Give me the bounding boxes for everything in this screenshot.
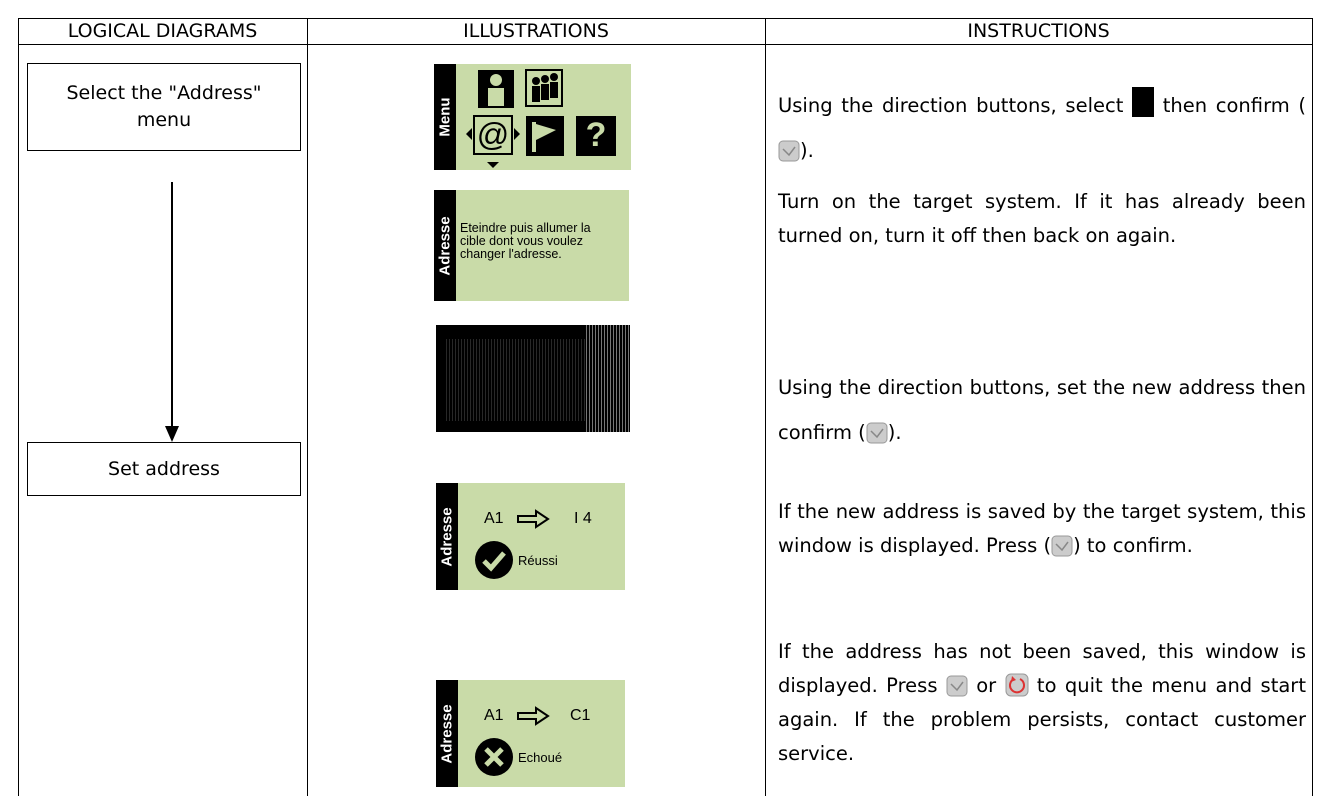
step-label: Select the "Address" menu: [66, 82, 262, 131]
instruction-text: or: [967, 674, 1005, 697]
instruction-text: ).: [887, 421, 902, 444]
confirm-button-icon: [866, 422, 888, 444]
table-border: [307, 18, 308, 796]
address-to: C1: [570, 707, 591, 724]
status-text: Echoué: [518, 750, 563, 765]
back-button-icon: [1005, 673, 1029, 697]
confirm-button-icon: [778, 140, 800, 162]
table-border: [765, 18, 766, 796]
menu-icon-label: @: [477, 116, 509, 152]
instruction: Using the direction buttons, set the new…: [778, 365, 1306, 455]
diagram-step: Set address: [27, 442, 301, 496]
confirm-button-icon: [946, 675, 968, 697]
screen-line: Eteindre puis allumer la: [460, 221, 591, 235]
screen-sidebar: Menu: [434, 64, 456, 170]
instruction-text: then confirm (: [1162, 94, 1307, 117]
table-border: [1312, 18, 1313, 796]
instruction-text: Turn on the target system. If it has alr…: [778, 190, 1306, 247]
screen-line: cible dont vous voulez: [460, 234, 583, 248]
sidebar-label: Adresse: [438, 703, 456, 764]
noise: [586, 325, 630, 432]
flow-arrow: [165, 182, 179, 442]
instruction: If the new address is saved by the targe…: [778, 495, 1306, 563]
table-border: [18, 44, 1313, 45]
power-screen: Adresse Eteindre puis allumer la cible d…: [434, 190, 629, 301]
screen-text: Eteindre puis allumer la cible dont vous…: [460, 222, 591, 261]
screen-line: changer l'adresse.: [460, 247, 562, 261]
column-header: INSTRUCTIONS: [967, 20, 1110, 42]
arrow-icon: [517, 706, 550, 726]
screen-sidebar: Adresse: [436, 483, 458, 590]
instruction-text: Using the direction buttons, set the new…: [778, 376, 1306, 444]
instruction-text: ) to confirm.: [1073, 534, 1193, 557]
instruction-text: ).: [800, 139, 814, 162]
failure-screen: Adresse A1 C1 Echoué: [436, 680, 625, 787]
menu-icon-label: ?: [586, 116, 607, 154]
scrambled-screen: [436, 325, 630, 432]
diagram-step: Select the "Address" menu: [27, 63, 301, 151]
arrow-icon: [517, 509, 550, 529]
column-header: LOGICAL DIAGRAMS: [67, 20, 258, 42]
noise: [446, 339, 586, 421]
failure-icon: [475, 738, 513, 776]
instruction-text: to quit the menu and start again. If the…: [778, 674, 1306, 765]
instruction: Using the direction buttons, select then…: [778, 83, 1306, 173]
screen-sidebar: Adresse: [436, 680, 458, 787]
sidebar-label: Adresse: [436, 215, 454, 276]
table-border: [18, 18, 19, 796]
instruction: If the address has not been saved, this …: [778, 635, 1306, 771]
menu-screen: Menu @ ?: [434, 64, 631, 170]
step-label: Set address: [108, 457, 220, 480]
table-border: [18, 18, 1313, 19]
success-screen: Adresse A1 I 4 Réussi: [436, 483, 625, 590]
address-from: A1: [484, 510, 504, 527]
column-header: ILLUSTRATIONS: [463, 20, 609, 42]
address-to: I 4: [574, 510, 592, 527]
instruction: Turn on the target system. If it has alr…: [778, 185, 1306, 253]
menu-icons: @ ?: [466, 69, 616, 168]
instruction-text: If the new address is saved by the targe…: [778, 500, 1306, 557]
menu-selection-icon: [1132, 87, 1155, 117]
instruction-text: If the address has not been saved, this …: [778, 640, 1306, 697]
confirm-button-icon: [1051, 535, 1073, 557]
status-text: Réussi: [518, 553, 558, 568]
sidebar-label: Menu: [436, 97, 454, 137]
sidebar-label: Adresse: [438, 506, 456, 567]
screen-sidebar: Adresse: [434, 190, 456, 301]
success-icon: [475, 541, 513, 579]
instruction-text: Using the direction buttons, select: [778, 94, 1133, 117]
address-from: A1: [484, 707, 504, 724]
